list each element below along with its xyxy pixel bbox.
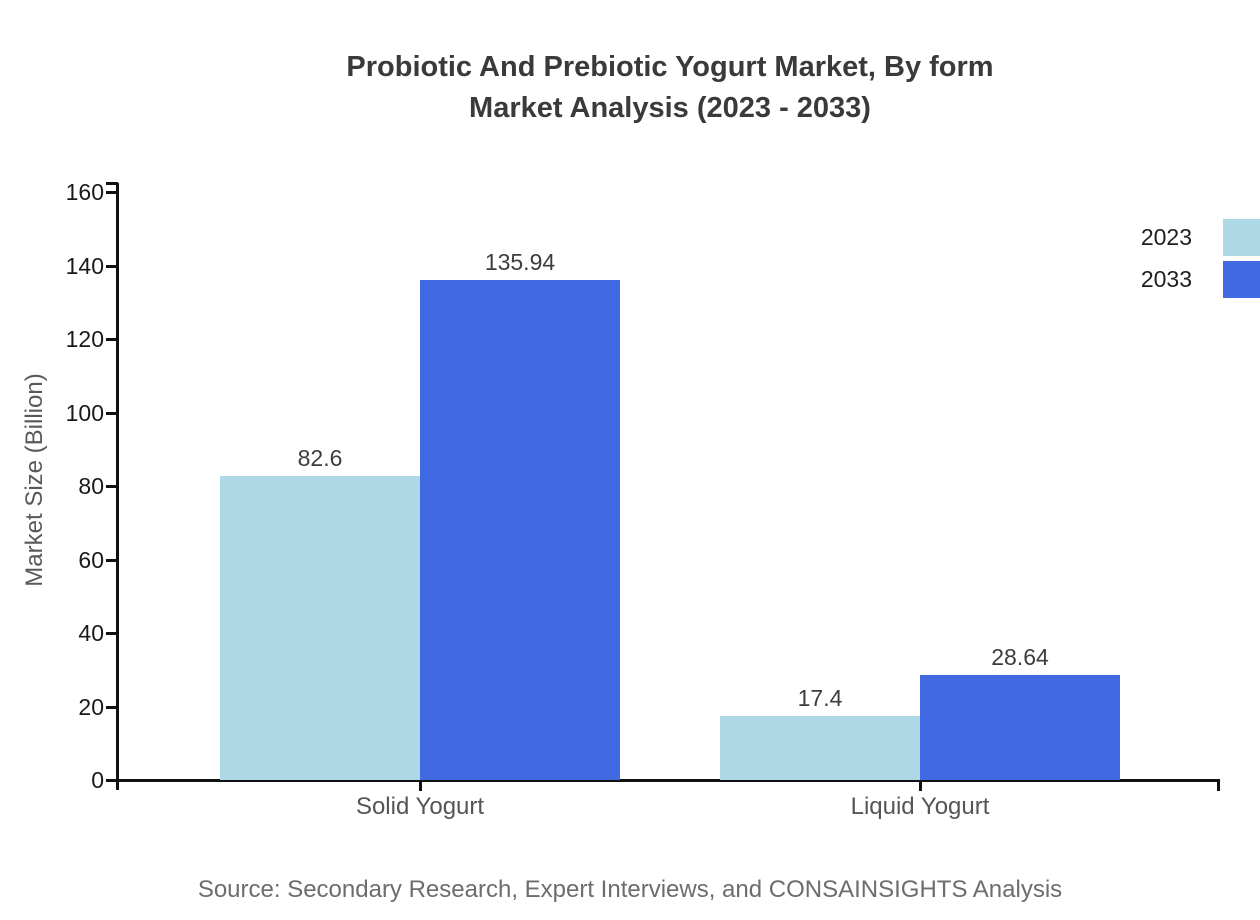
bar-2023-liquid-yogurt [720,716,920,780]
legend-label: 2023 [1140,224,1192,250]
y-tick-mark [106,264,118,268]
x-tick-mark [419,780,422,791]
y-tick-mark [106,411,118,415]
y-tick-mark [106,632,118,635]
bar-2023-solid-yogurt [220,476,420,780]
x-axis-spine [107,779,1220,782]
x-tick-mark [919,780,922,791]
y-tick-mark [106,191,118,194]
legend-item-2023: 2023 [1141,219,1260,256]
y-tick-label: 0 [91,767,104,793]
y-tick-mark [106,779,118,782]
category-label: Solid Yogurt [355,793,485,820]
chart-title-line1: Probiotic And Prebiotic Yogurt Market, B… [346,51,994,83]
y-tick-mark [106,485,118,488]
y-tick-label: 100 [65,399,104,426]
bar-value-label: 17.4 [797,685,843,712]
y-tick-mark [106,705,118,709]
bar-2033-liquid-yogurt [920,674,1120,780]
y-tick-label: 120 [65,326,104,352]
y-tick-label: 40 [78,620,104,646]
legend-swatch [1223,219,1260,256]
y-tick-label: 140 [65,252,104,279]
y-tick-mark [106,338,118,341]
legend-label: 2033 [1140,266,1192,292]
y-tick-label: 80 [78,473,104,499]
bar-value-label: 28.64 [991,643,1049,670]
y-tick-label: 20 [78,693,104,720]
legend-swatch [1223,261,1260,298]
y-axis-end-cap [106,182,118,185]
source-attribution: Source: Secondary Research, Expert Inter… [197,876,1063,903]
category-label: Liquid Yogurt [850,793,990,820]
legend: 2023 2033 [1141,219,1260,303]
bar-value-label: 82.6 [297,445,343,472]
x-axis-end-cap [1217,780,1220,791]
legend-item-2033: 2033 [1141,261,1260,298]
y-tick-mark [106,558,118,562]
y-tick-label: 160 [65,179,104,205]
bar-value-label: 135.94 [484,249,556,276]
chart-title-line2: Market Analysis (2023 - 2033) [469,92,871,124]
y-tick-label: 60 [78,546,104,573]
bar-2033-solid-yogurt [420,280,620,780]
